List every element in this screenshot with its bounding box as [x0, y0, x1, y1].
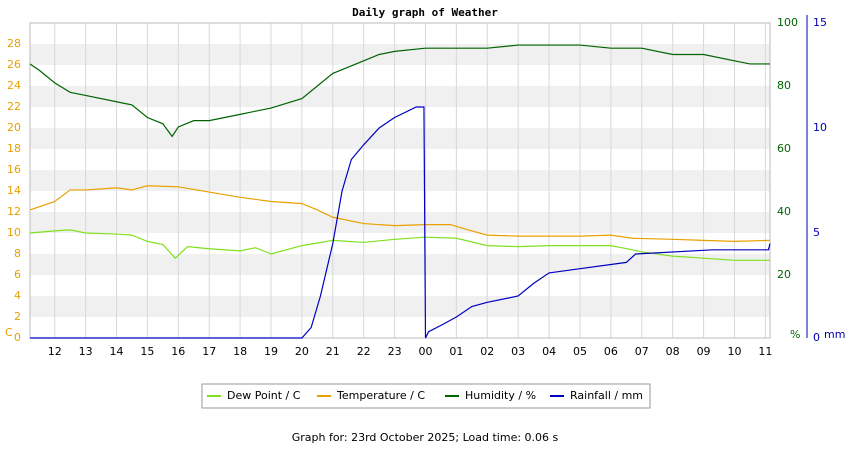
grid-band [30, 170, 770, 191]
y3-tick-label: 15 [813, 16, 827, 29]
x-tick-label: 22 [357, 345, 371, 358]
x-tick-label: 11 [758, 345, 772, 358]
y-tick-label: 16 [7, 163, 21, 176]
y2-tick-label: 80 [777, 79, 791, 92]
y3-tick-label: 5 [813, 226, 820, 239]
x-tick-label: 23 [388, 345, 402, 358]
x-tick-label: 09 [697, 345, 711, 358]
x-tick-label: 17 [202, 345, 216, 358]
y2-tick-label: 60 [777, 142, 791, 155]
x-tick-label: 14 [110, 345, 124, 358]
y2-tick-label: 40 [777, 205, 791, 218]
x-tick-label: 21 [326, 345, 340, 358]
legend-label: Dew Point / C [227, 389, 301, 402]
grid-band [30, 44, 770, 65]
y-axis-label: C [5, 326, 13, 339]
x-tick-label: 01 [449, 345, 463, 358]
y-tick-label: 24 [7, 79, 21, 92]
x-tick-label: 05 [573, 345, 587, 358]
x-tick-label: 20 [295, 345, 309, 358]
y2-tick-label: 20 [777, 268, 791, 281]
y-tick-label: 10 [7, 226, 21, 239]
x-tick-label: 06 [604, 345, 618, 358]
y-tick-label: 0 [14, 331, 21, 344]
y-tick-label: 20 [7, 121, 21, 134]
y-tick-label: 12 [7, 205, 21, 218]
x-tick-label: 12 [48, 345, 62, 358]
plot-frame [29, 22, 771, 339]
series-line [30, 106, 771, 339]
x-tick-label: 02 [480, 345, 494, 358]
grid-band [30, 254, 770, 275]
legend-label: Temperature / C [336, 389, 425, 402]
legend-label: Rainfall / mm [570, 389, 643, 402]
y2-tick-label: 100 [777, 16, 798, 29]
y-tick-label: 22 [7, 100, 21, 113]
y-tick-label: 4 [14, 289, 21, 302]
y-tick-label: 14 [7, 184, 21, 197]
y-tick-label: 2 [14, 310, 21, 323]
legend-label: Humidity / % [465, 389, 536, 402]
y-tick-label: 28 [7, 37, 21, 50]
grid-band [30, 212, 770, 233]
x-tick-label: 00 [418, 345, 432, 358]
x-tick-label: 13 [79, 345, 93, 358]
grid-band [30, 86, 770, 107]
y-tick-label: 6 [14, 268, 21, 281]
y-tick-label: 8 [14, 247, 21, 260]
x-tick-label: 18 [233, 345, 247, 358]
x-tick-label: 07 [635, 345, 649, 358]
footer: Graph for: 23rd October 2025; Load time:… [292, 431, 559, 444]
legend-box [201, 383, 651, 409]
x-tick-label: 15 [140, 345, 154, 358]
x-tick-label: 08 [666, 345, 680, 358]
grid-band [30, 128, 770, 149]
chart-title: Daily graph of Weather [352, 6, 498, 19]
y3-axis-label: mm [824, 328, 845, 341]
series-line [29, 44, 770, 138]
x-tick-label: 19 [264, 345, 278, 358]
series-line [29, 185, 771, 243]
x-tick-label: 10 [727, 345, 741, 358]
y3-tick-label: 0 [813, 331, 820, 344]
y3-tick-label: 10 [813, 121, 827, 134]
x-tick-label: 04 [542, 345, 556, 358]
grid-band [30, 296, 770, 317]
y-tick-label: 18 [7, 142, 21, 155]
y2-axis-label: % [790, 328, 800, 341]
x-tick-label: 16 [171, 345, 185, 358]
y-tick-label: 26 [7, 58, 21, 71]
x-tick-label: 03 [511, 345, 525, 358]
